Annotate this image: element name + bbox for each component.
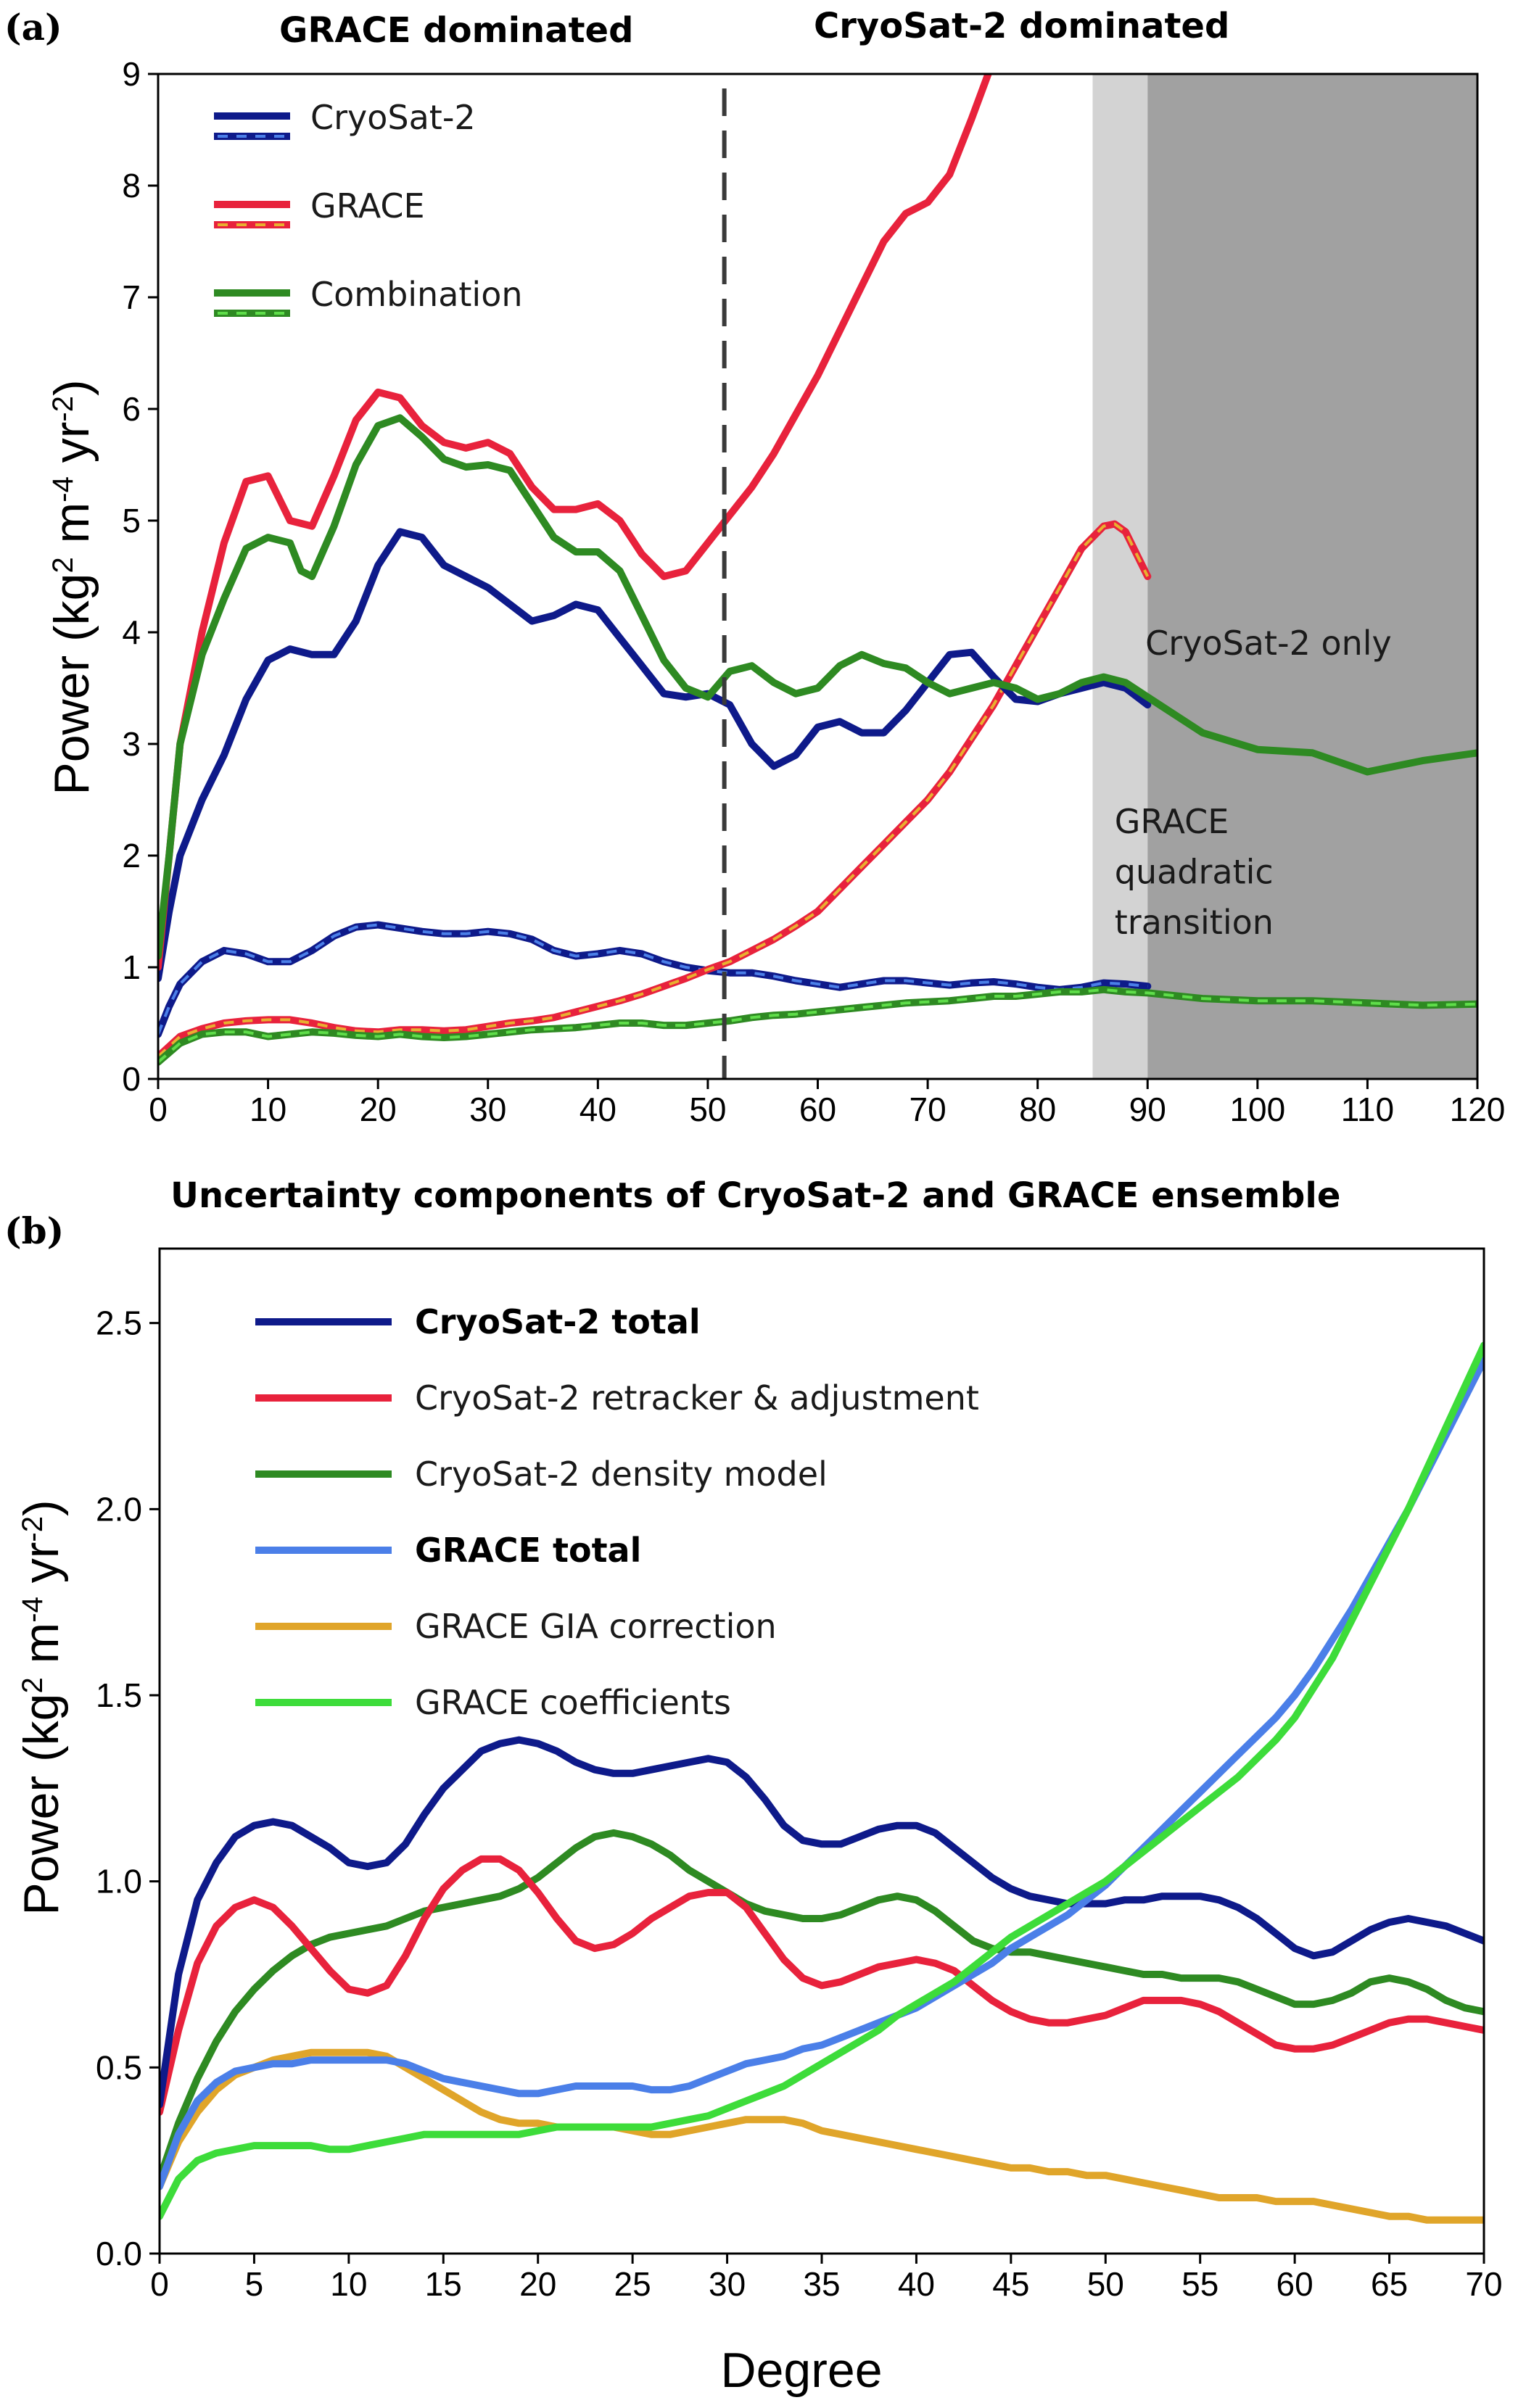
- y-tick-label: 2.5: [96, 1304, 142, 1342]
- y-axis-label-part: -4: [17, 1597, 49, 1623]
- figure: (a) GRACE dominated CryoSat-2 dominated …: [0, 0, 1526, 2408]
- region-label-cryosat-dominated: CryoSat-2 dominated: [814, 6, 1229, 46]
- legend-label-grace-coefficients: GRACE coefficients: [415, 1683, 731, 1722]
- y-tick-label: 1.5: [96, 1676, 142, 1714]
- y-axis-label-part: -2: [47, 396, 79, 422]
- legend-label-cryosat-2-retracker-adjustment: CryoSat-2 retracker & adjustment: [415, 1378, 979, 1418]
- y-tick-label: 9: [122, 55, 141, 93]
- y-axis-label-part: ): [44, 379, 99, 396]
- x-tick-label: 100: [1229, 1091, 1285, 1128]
- x-tick-label: 10: [249, 1091, 286, 1128]
- x-tick-label: 20: [360, 1091, 397, 1128]
- x-tick-label: 120: [1450, 1091, 1506, 1128]
- y-tick-label: 1.0: [96, 1863, 142, 1900]
- x-tick-label: 40: [580, 1091, 616, 1128]
- legend-label-cryosat-2-density-model: CryoSat-2 density model: [415, 1455, 828, 1494]
- region-label-grace-dominated: GRACE dominated: [279, 10, 633, 51]
- y-tick-label: 4: [122, 613, 141, 651]
- x-tick-label: 45: [992, 2265, 1029, 2303]
- y-tick-label: 2.0: [96, 1490, 142, 1528]
- x-tick-label: 20: [519, 2265, 556, 2303]
- annotation-quadratic: quadratic: [1115, 853, 1274, 892]
- x-tick-label: 50: [1087, 2265, 1124, 2303]
- x-tick-label: 30: [469, 1091, 506, 1128]
- y-axis-label-part: -2: [17, 1516, 49, 1542]
- y-tick-label: 5: [122, 502, 141, 539]
- y-axis-label-part: yr: [14, 1542, 69, 1597]
- y-tick-label: 7: [122, 278, 141, 316]
- y-tick-label: 3: [122, 725, 141, 763]
- y-tick-label: 0.5: [96, 2048, 142, 2086]
- x-tick-label: 0: [149, 1091, 168, 1128]
- y-axis-label-part: Power (kg: [14, 1694, 69, 1916]
- y-axis-label-part: m: [14, 1623, 69, 1678]
- x-tick-label: 60: [1277, 2265, 1313, 2303]
- x-tick-label: 5: [245, 2265, 264, 2303]
- y-tick-label: 6: [122, 390, 141, 428]
- x-tick-label: 70: [909, 1091, 946, 1128]
- annotation-grace: GRACE: [1115, 802, 1229, 841]
- x-tick-label: 70: [1465, 2265, 1502, 2303]
- y-axis-label-part: -4: [47, 476, 79, 502]
- chart-title: Uncertainty components of CryoSat-2 and …: [170, 1175, 1340, 1216]
- x-tick-label: 40: [898, 2265, 935, 2303]
- panel-b-label: (b): [4, 1209, 64, 1252]
- x-tick-label: 25: [614, 2265, 651, 2303]
- y-axis-label: Power (kg2 m-4 yr-2): [44, 379, 99, 795]
- x-tick-label: 110: [1341, 1091, 1394, 1128]
- y-tick-label: 8: [122, 167, 141, 204]
- legend-label-grace-gia-correction: GRACE GIA correction: [415, 1607, 777, 1646]
- y-axis-label-part: 2: [47, 557, 79, 573]
- y-tick-label: 2: [122, 837, 141, 874]
- y-tick-label: 1: [122, 948, 141, 986]
- x-tick-label: 90: [1129, 1091, 1166, 1128]
- legend-label-combination: Combination: [310, 275, 523, 314]
- y-tick-label: 0.0: [96, 2235, 142, 2272]
- annotation-transition: transition: [1115, 903, 1274, 942]
- panel-a-label: (a): [4, 6, 62, 49]
- y-axis-label-part: yr: [44, 422, 99, 477]
- x-tick-label: 55: [1181, 2265, 1218, 2303]
- annotation-cryosat-2-only: CryoSat-2 only: [1145, 624, 1392, 663]
- x-tick-label: 65: [1371, 2265, 1408, 2303]
- x-tick-label: 35: [803, 2265, 840, 2303]
- y-axis-label-part: m: [44, 502, 99, 558]
- legend-label-grace: GRACE: [310, 186, 425, 226]
- x-axis-label: Degree: [720, 2343, 882, 2398]
- x-tick-label: 0: [150, 2265, 169, 2303]
- x-tick-label: 15: [425, 2265, 462, 2303]
- x-tick-label: 50: [689, 1091, 726, 1128]
- y-tick-label: 0: [122, 1060, 141, 1098]
- x-tick-label: 60: [799, 1091, 836, 1128]
- y-axis-label: Power (kg2 m-4 yr-2): [14, 1499, 69, 1915]
- x-tick-label: 80: [1019, 1091, 1056, 1128]
- legend-label-grace-total: GRACE total: [415, 1531, 641, 1570]
- y-axis-label-part: Power (kg: [44, 574, 99, 795]
- y-axis-label-part: 2: [17, 1677, 49, 1693]
- x-tick-label: 10: [330, 2265, 367, 2303]
- legend-label-cryosat-2: CryoSat-2: [310, 98, 476, 137]
- x-tick-label: 30: [709, 2265, 746, 2303]
- y-axis-label-part: ): [14, 1499, 69, 1516]
- legend-label-cryosat-2-total: CryoSat-2 total: [415, 1302, 701, 1341]
